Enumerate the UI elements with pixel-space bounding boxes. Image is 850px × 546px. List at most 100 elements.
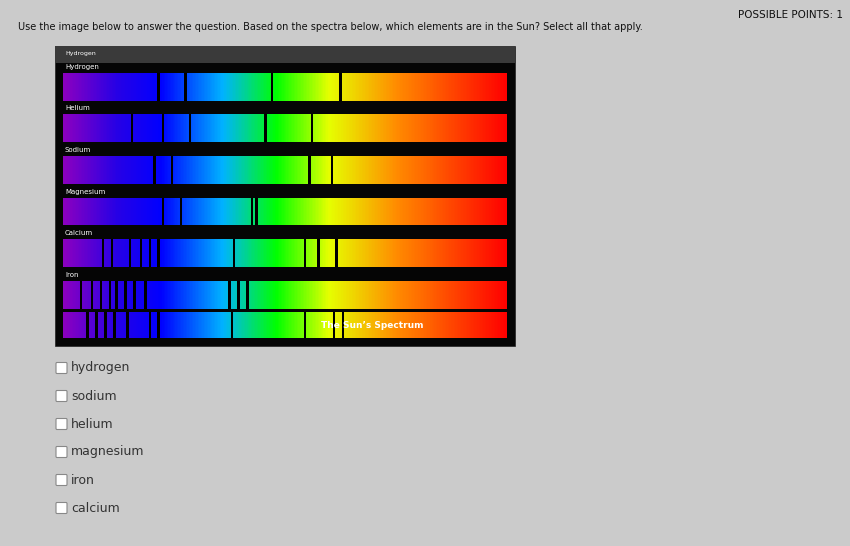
Bar	[233, 239, 235, 267]
Bar	[476, 115, 478, 142]
Bar	[324, 239, 326, 267]
Bar	[187, 281, 190, 308]
Bar	[158, 156, 160, 184]
Bar	[201, 198, 202, 225]
Bar	[230, 73, 232, 100]
Bar	[396, 198, 398, 225]
Bar	[223, 156, 224, 184]
Bar	[218, 156, 220, 184]
Bar	[178, 115, 180, 142]
Bar	[239, 115, 241, 142]
Bar	[476, 239, 478, 267]
Bar	[93, 73, 94, 100]
Bar	[372, 281, 374, 308]
Bar	[146, 156, 148, 184]
Bar	[95, 312, 98, 339]
Bar	[420, 281, 422, 308]
Bar	[432, 239, 434, 267]
Bar	[422, 198, 425, 225]
Bar	[110, 115, 112, 142]
Bar	[192, 239, 194, 267]
Bar	[207, 156, 208, 184]
Bar	[232, 239, 234, 267]
Bar	[341, 239, 343, 267]
Bar	[201, 156, 202, 184]
Bar	[479, 312, 481, 339]
Bar	[317, 239, 320, 267]
Bar	[388, 115, 391, 142]
Bar	[227, 156, 230, 184]
Bar	[414, 73, 416, 100]
Bar	[85, 156, 88, 184]
Bar	[158, 281, 160, 308]
Bar	[217, 281, 219, 308]
Bar	[426, 312, 428, 339]
Bar	[326, 156, 328, 184]
Bar	[290, 73, 292, 100]
Bar	[227, 281, 230, 308]
Bar	[382, 73, 385, 100]
Bar	[452, 312, 454, 339]
Bar	[83, 312, 86, 339]
Bar	[232, 115, 234, 142]
Bar	[492, 239, 494, 267]
Bar	[310, 312, 312, 339]
Bar	[414, 115, 416, 142]
Bar	[444, 115, 445, 142]
Bar	[486, 115, 488, 142]
Bar	[190, 156, 192, 184]
Bar	[214, 281, 216, 308]
Bar	[220, 115, 222, 142]
Bar	[486, 281, 488, 308]
Bar	[79, 281, 82, 308]
Bar	[196, 156, 198, 184]
Bar	[490, 312, 491, 339]
Bar	[144, 281, 147, 308]
Bar	[328, 239, 330, 267]
Bar	[436, 198, 438, 225]
Bar	[223, 281, 224, 308]
Bar	[297, 239, 299, 267]
Bar	[95, 239, 98, 267]
Bar	[202, 198, 204, 225]
Bar	[490, 312, 493, 339]
Bar	[387, 198, 389, 225]
Bar	[412, 115, 414, 142]
Bar	[209, 312, 212, 339]
Bar	[303, 198, 305, 225]
Bar	[394, 198, 396, 225]
Bar	[356, 73, 358, 100]
Bar	[406, 156, 408, 184]
Bar	[360, 198, 362, 225]
Bar	[470, 156, 472, 184]
Bar	[286, 156, 288, 184]
Bar	[156, 156, 158, 184]
Bar	[196, 239, 198, 267]
Bar	[316, 312, 318, 339]
Bar	[122, 239, 124, 267]
Bar	[338, 156, 340, 184]
Bar	[473, 73, 475, 100]
Bar	[198, 312, 200, 339]
Bar	[143, 281, 144, 308]
Bar	[99, 73, 100, 100]
Bar	[141, 156, 144, 184]
Bar	[105, 239, 106, 267]
Bar	[506, 115, 507, 142]
Bar	[337, 198, 339, 225]
Bar	[408, 115, 410, 142]
Bar	[66, 73, 68, 100]
Bar	[106, 156, 108, 184]
Bar	[161, 281, 162, 308]
Bar	[484, 312, 487, 339]
Bar	[269, 156, 270, 184]
Bar	[439, 312, 441, 339]
Bar	[280, 239, 282, 267]
Bar	[362, 115, 364, 142]
Bar	[122, 281, 124, 308]
Bar	[396, 312, 398, 339]
Bar	[278, 156, 280, 184]
Bar	[233, 239, 235, 267]
Bar	[167, 198, 168, 225]
Bar	[159, 156, 162, 184]
